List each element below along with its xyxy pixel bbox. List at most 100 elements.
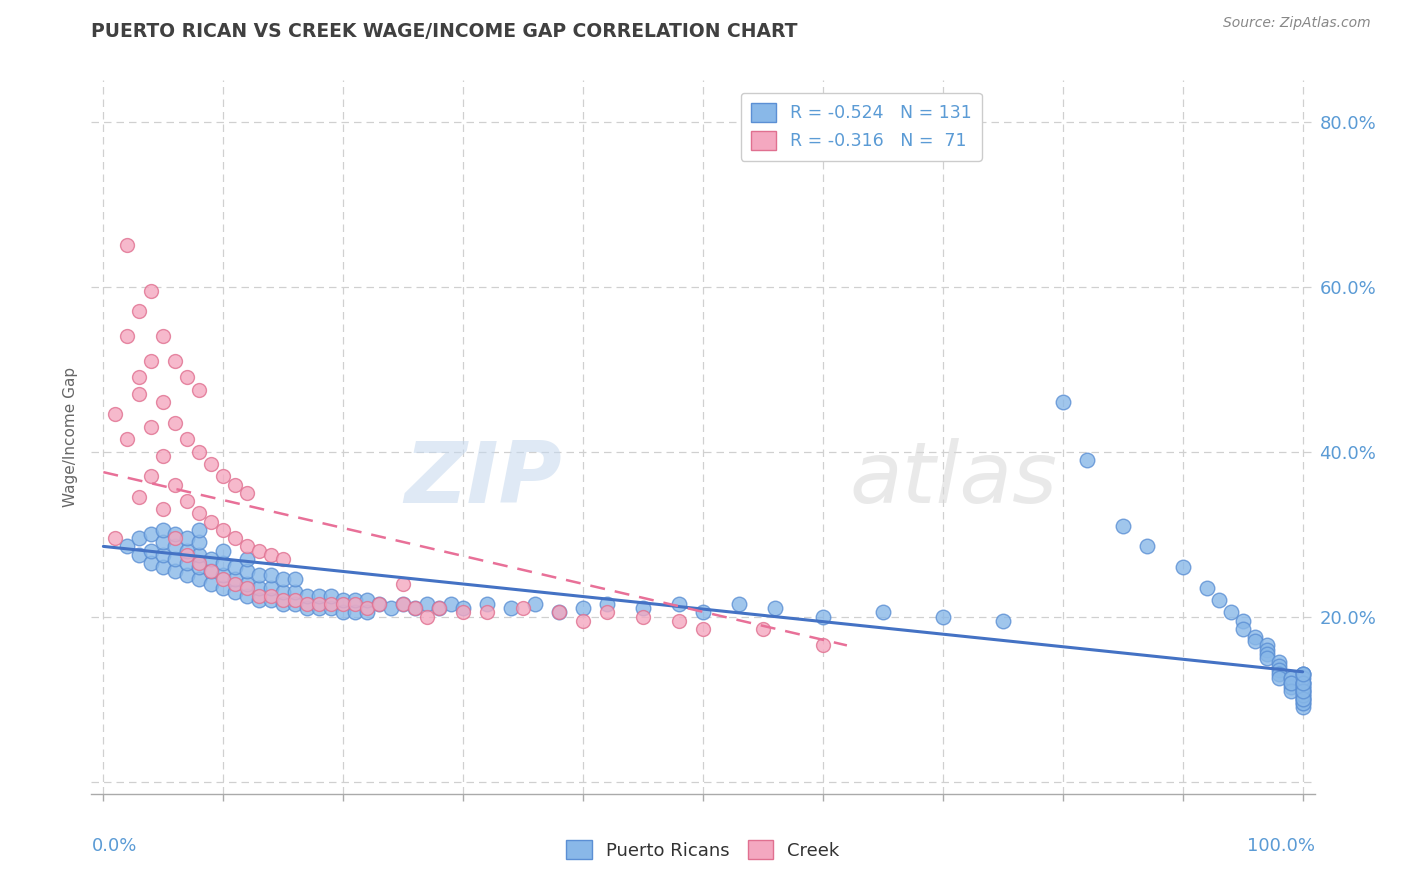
Point [176, 548, 198, 562]
Point [297, 597, 319, 611]
Point [128, 490, 150, 504]
Point [596, 597, 619, 611]
Point [1279, 675, 1302, 690]
Point [165, 353, 187, 368]
Point [548, 606, 571, 620]
Point [212, 581, 235, 595]
Point [152, 449, 174, 463]
Point [308, 597, 330, 611]
Point [404, 601, 426, 615]
Text: PUERTO RICAN VS CREEK WAGE/INCOME GAP CORRELATION CHART: PUERTO RICAN VS CREEK WAGE/INCOME GAP CO… [91, 22, 797, 41]
Point [321, 597, 343, 611]
Point [1219, 606, 1241, 620]
Point [236, 581, 259, 595]
Point [176, 531, 198, 545]
Point [440, 597, 463, 611]
Point [1291, 675, 1313, 690]
Point [763, 601, 786, 615]
Point [141, 556, 163, 570]
Point [932, 609, 955, 624]
Point [368, 597, 391, 611]
Point [188, 523, 211, 537]
Point [236, 551, 259, 566]
Point [128, 531, 150, 545]
Point [152, 329, 174, 343]
Point [416, 597, 439, 611]
Point [200, 576, 222, 591]
Point [188, 444, 211, 458]
Point [1279, 675, 1302, 690]
Point [117, 238, 139, 252]
Point [247, 543, 270, 558]
Point [176, 568, 198, 582]
Point [176, 494, 198, 508]
Point [1291, 692, 1313, 706]
Point [1291, 675, 1313, 690]
Point [524, 597, 547, 611]
Point [117, 432, 139, 446]
Point [247, 581, 270, 595]
Point [728, 597, 751, 611]
Point [668, 597, 690, 611]
Point [1232, 622, 1254, 636]
Point [165, 551, 187, 566]
Point [165, 416, 187, 430]
Point [200, 564, 222, 578]
Point [104, 408, 127, 422]
Point [451, 606, 474, 620]
Point [1291, 683, 1313, 698]
Point [872, 606, 894, 620]
Text: Source: ZipAtlas.com: Source: ZipAtlas.com [1223, 16, 1371, 30]
Point [427, 601, 450, 615]
Point [1256, 639, 1278, 653]
Point [165, 531, 187, 545]
Point [141, 543, 163, 558]
Point [224, 477, 246, 491]
Point [1267, 663, 1289, 677]
Point [572, 601, 595, 615]
Point [368, 597, 391, 611]
Point [356, 593, 378, 607]
Point [1291, 696, 1313, 710]
Point [1232, 614, 1254, 628]
Point [260, 589, 283, 603]
Point [271, 573, 294, 587]
Point [260, 548, 283, 562]
Point [1291, 692, 1313, 706]
Point [152, 395, 174, 409]
Point [188, 548, 211, 562]
Point [176, 432, 198, 446]
Point [236, 564, 259, 578]
Point [260, 593, 283, 607]
Point [811, 609, 834, 624]
Point [1076, 452, 1098, 467]
Point [212, 523, 235, 537]
Point [165, 477, 187, 491]
Point [1291, 672, 1313, 686]
Point [332, 597, 354, 611]
Point [200, 515, 222, 529]
Point [475, 597, 498, 611]
Point [128, 370, 150, 384]
Point [224, 531, 246, 545]
Point [752, 622, 775, 636]
Point [1267, 655, 1289, 669]
Point [152, 548, 174, 562]
Point [572, 614, 595, 628]
Point [631, 601, 654, 615]
Point [1291, 688, 1313, 702]
Point [271, 551, 294, 566]
Text: 0.0%: 0.0% [91, 837, 136, 855]
Point [188, 383, 211, 397]
Point [1243, 634, 1265, 648]
Point [1291, 683, 1313, 698]
Point [271, 593, 294, 607]
Text: atlas: atlas [849, 438, 1057, 522]
Point [141, 419, 163, 434]
Point [512, 601, 534, 615]
Point [1279, 672, 1302, 686]
Point [380, 601, 402, 615]
Point [104, 531, 127, 545]
Point [200, 457, 222, 471]
Point [1256, 647, 1278, 661]
